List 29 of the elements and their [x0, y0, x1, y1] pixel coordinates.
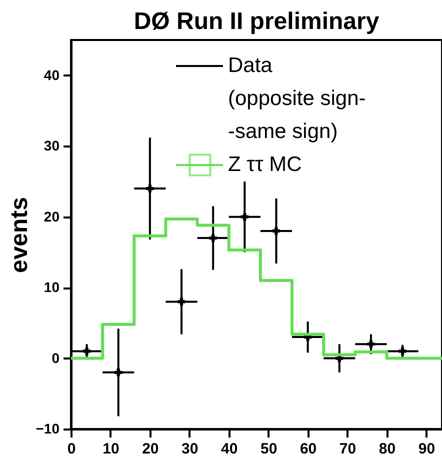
x-tick-label: 80 [378, 440, 396, 458]
x-tick-label: 0 [67, 440, 76, 458]
x-tick-label: 40 [221, 440, 238, 458]
point [398, 347, 406, 356]
x-tick-label: 20 [142, 440, 159, 458]
y-tick-label: 10 [44, 279, 60, 296]
point [367, 340, 375, 348]
point [178, 298, 186, 306]
x-tick-label: 10 [102, 440, 120, 458]
x-tick-label: 50 [260, 440, 278, 458]
point [82, 347, 91, 356]
x-tick-label: 70 [339, 440, 356, 458]
y-tick-label: 40 [44, 66, 60, 83]
legend-label: Data (opposite sign- -same sign) [228, 54, 366, 143]
point [114, 368, 122, 376]
y-tick-label: 30 [44, 138, 60, 154]
point [146, 184, 154, 192]
point [240, 212, 249, 221]
y-tick-label: 0 [52, 350, 60, 366]
legend-label: Z ττ MC [228, 153, 302, 176]
chart-title: DØ Run II preliminary [134, 8, 380, 35]
x-tick-label: 60 [300, 440, 317, 458]
x-tick-label: 30 [182, 440, 198, 458]
point [272, 227, 280, 235]
point [209, 234, 217, 242]
y-tick-label: −10 [36, 420, 60, 436]
y-tick-label: 20 [44, 208, 60, 224]
y-axis-title: events [6, 196, 33, 274]
x-tick-label: 90 [418, 440, 436, 458]
